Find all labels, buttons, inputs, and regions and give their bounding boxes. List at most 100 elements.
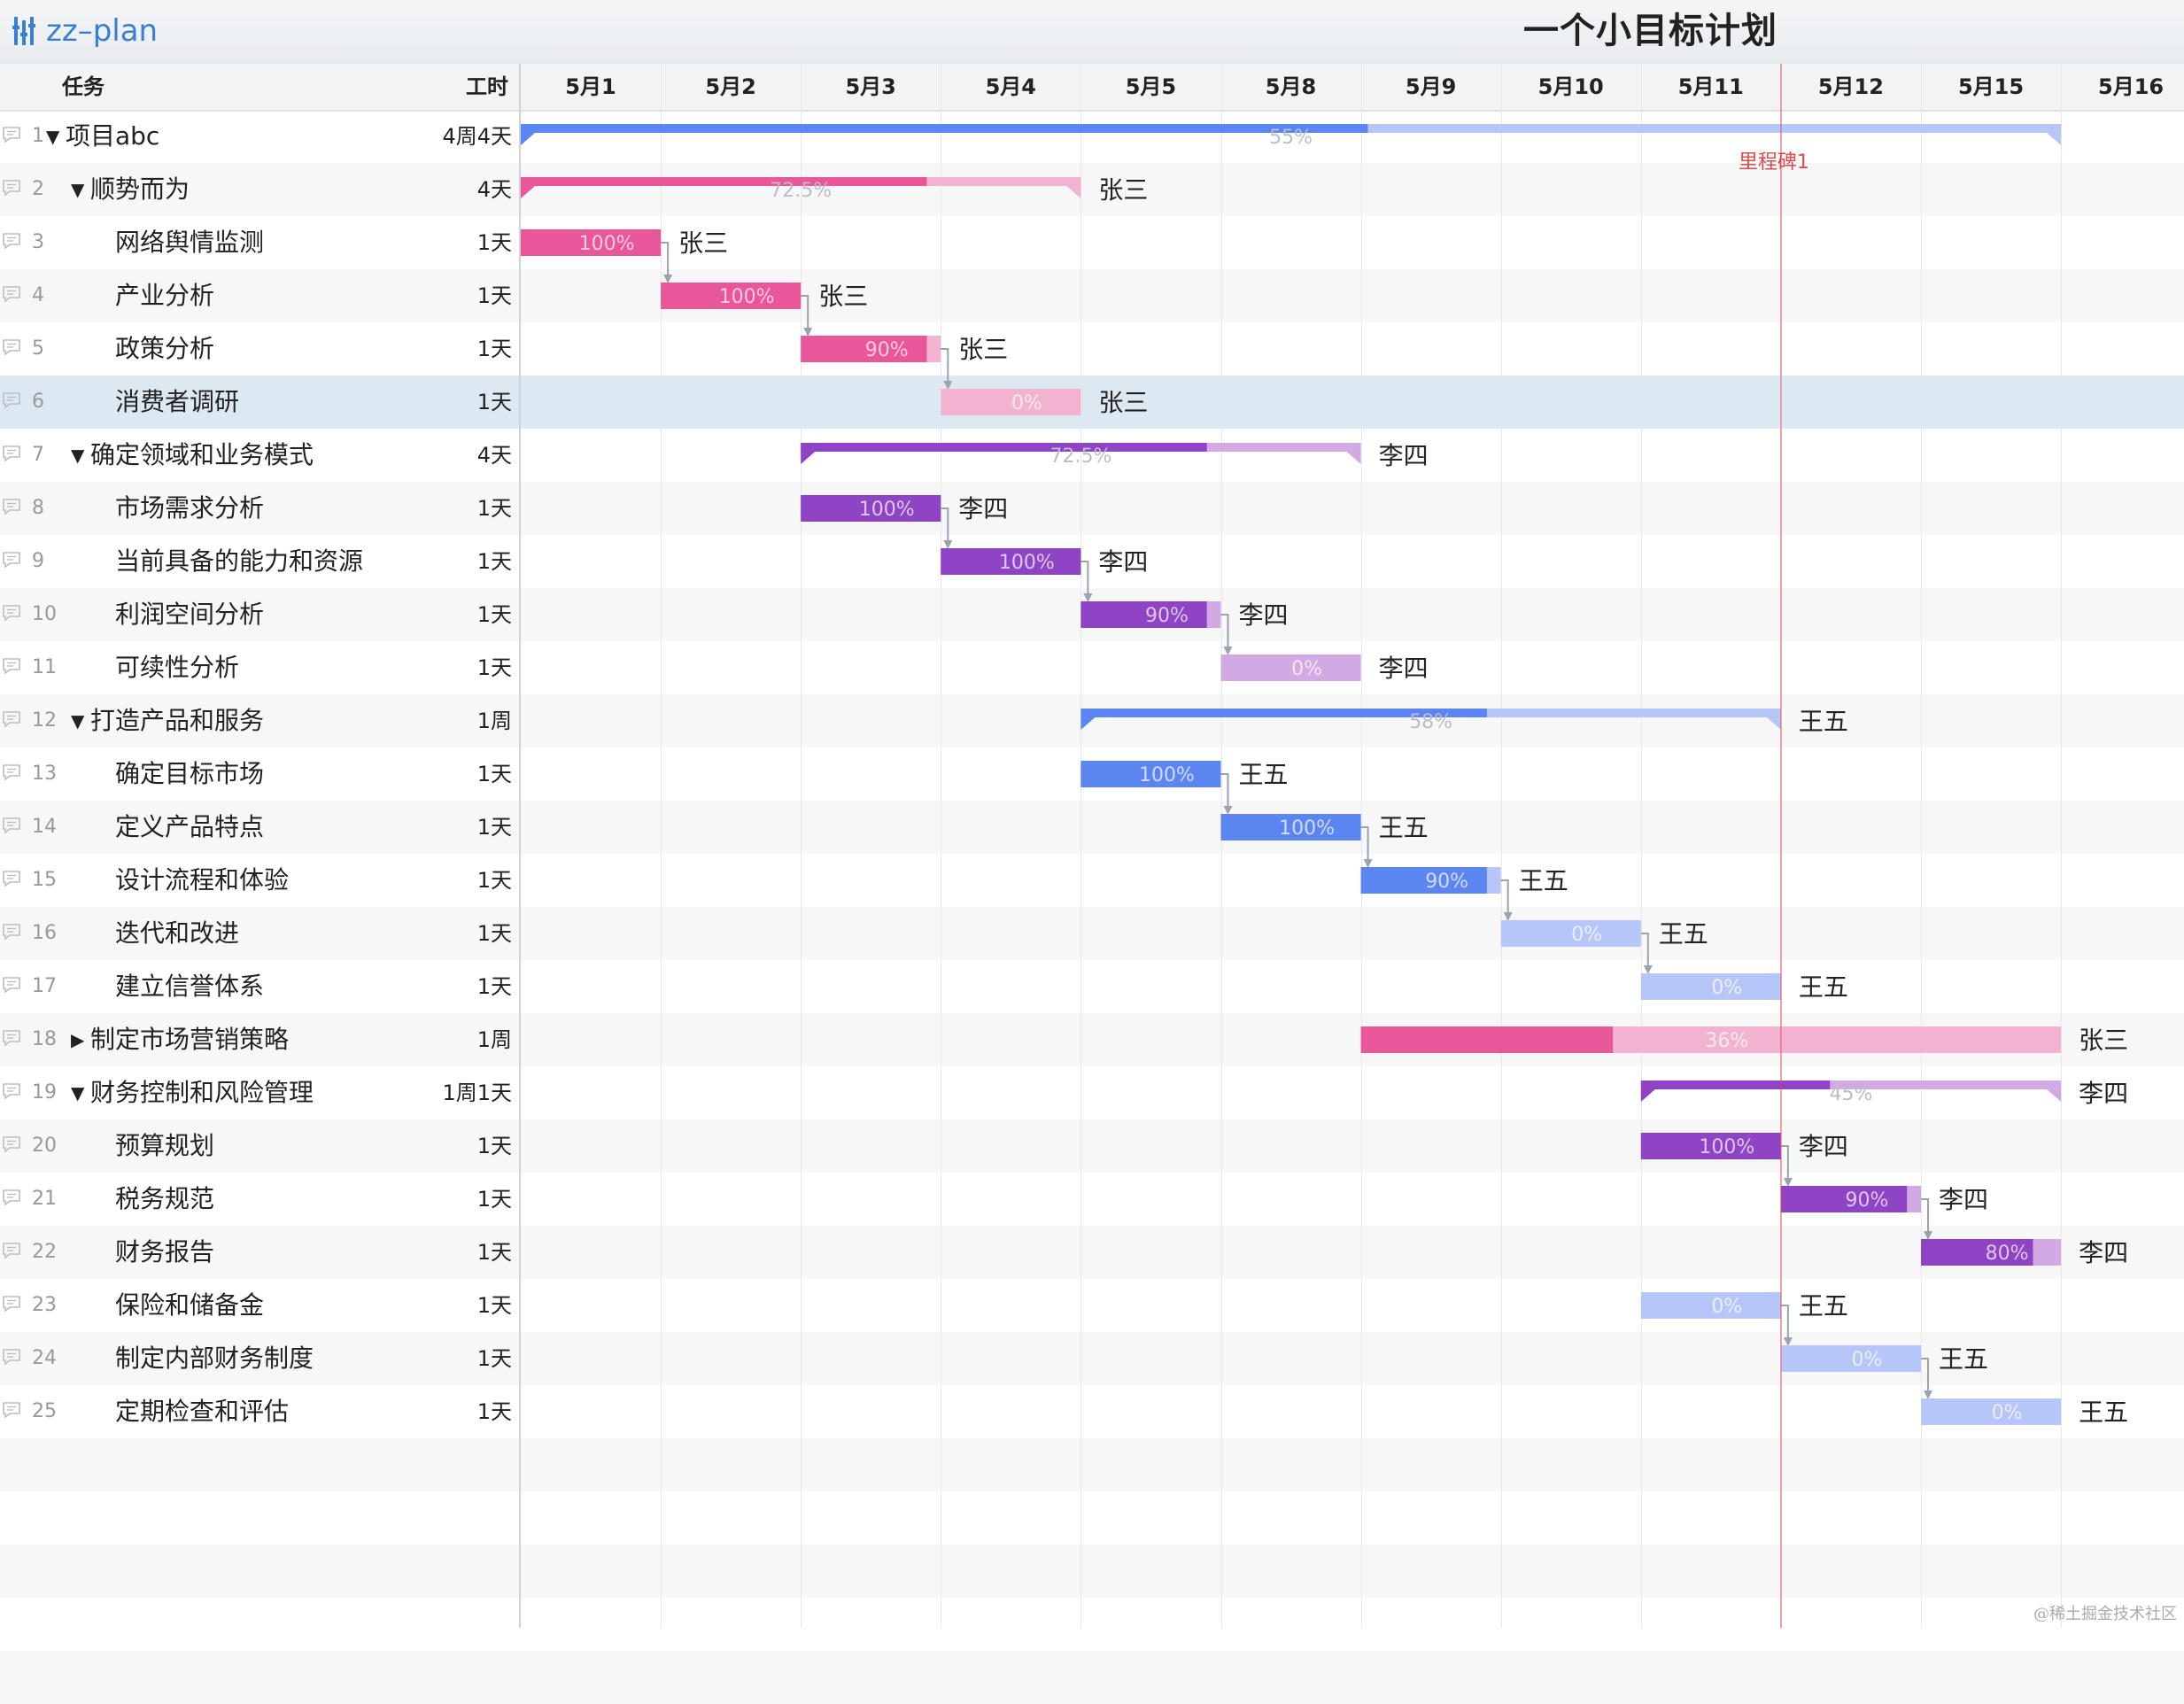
empty-row[interactable] (0, 1438, 2184, 1491)
task-row[interactable]: 22 财务报告 1天 (0, 1226, 2184, 1279)
duration-column-header[interactable]: 工时 (466, 74, 508, 99)
task-bar[interactable] (1640, 973, 1781, 1000)
task-name[interactable]: 财务控制和风险管理 (90, 1078, 314, 1107)
comment-icon[interactable] (2, 498, 21, 515)
comment-icon[interactable] (2, 976, 21, 994)
task-name[interactable]: 制定市场营销策略 (90, 1025, 290, 1054)
assignee-label: 李四 (1939, 1185, 1988, 1214)
task-name[interactable]: 保险和储备金 (115, 1290, 265, 1320)
task-row[interactable]: 9 当前具备的能力和资源 1天 (0, 535, 2184, 588)
task-name[interactable]: 打造产品和服务 (90, 706, 265, 735)
empty-row[interactable] (0, 1651, 2184, 1704)
task-row[interactable]: 14 定义产品特点 1天 (0, 801, 2184, 854)
comment-icon[interactable] (2, 1029, 21, 1047)
task-name[interactable]: 建立信誉体系 (115, 972, 265, 1001)
task-name[interactable]: 税务规范 (115, 1184, 215, 1213)
task-bar[interactable] (1640, 1292, 1781, 1319)
task-name[interactable]: 定期检查和评估 (115, 1397, 290, 1426)
task-row[interactable]: 3 网络舆情监测 1天 (0, 216, 2184, 269)
collapse-arrow-icon[interactable]: ▼ (71, 1082, 85, 1104)
task-name[interactable]: 顺势而为 (90, 174, 190, 204)
comment-icon[interactable] (2, 763, 21, 781)
comment-icon[interactable] (2, 870, 21, 887)
comment-icon[interactable] (2, 817, 21, 834)
summary-bar[interactable] (1640, 1080, 2062, 1089)
comment-icon[interactable] (2, 657, 21, 675)
comment-icon[interactable] (2, 445, 21, 462)
task-row[interactable]: 7 ▼ 确定领域和业务模式 4天 (0, 429, 2184, 482)
task-row[interactable]: 17 建立信誉体系 1天 (0, 960, 2184, 1013)
task-row[interactable]: 11 可续性分析 1天 (0, 641, 2184, 694)
task-name[interactable]: 项目abc (66, 121, 160, 151)
task-name[interactable]: 网络舆情监测 (115, 228, 265, 257)
task-bar[interactable] (941, 389, 1081, 415)
task-progress-label: 100% (719, 286, 775, 308)
task-row[interactable]: 20 预算规划 1天 (0, 1119, 2184, 1173)
comment-icon[interactable] (2, 338, 21, 356)
assignee-label: 李四 (1799, 1132, 1848, 1161)
task-column-header[interactable]: 任务 (62, 74, 105, 99)
task-bar[interactable] (1780, 1345, 1921, 1372)
task-name[interactable]: 制定内部财务制度 (115, 1344, 314, 1373)
comment-icon[interactable] (2, 604, 21, 622)
task-row[interactable]: 6 消费者调研 1天 (0, 376, 2184, 429)
comment-icon[interactable] (2, 179, 21, 197)
task-name[interactable]: 利润空间分析 (115, 600, 265, 629)
pane-divider[interactable] (519, 64, 521, 1628)
assignee-label: 李四 (958, 494, 1008, 523)
comment-icon[interactable] (2, 391, 21, 409)
task-name[interactable]: 预算规划 (115, 1131, 215, 1160)
collapse-arrow-icon[interactable]: ▼ (71, 445, 85, 466)
task-row[interactable]: 16 迭代和改进 1天 (0, 907, 2184, 960)
task-row[interactable]: 15 设计流程和体验 1天 (0, 854, 2184, 907)
comment-icon[interactable] (2, 551, 21, 569)
task-row[interactable]: 1 ▼ 项目abc 4周4天 (0, 110, 2184, 163)
collapse-arrow-icon[interactable]: ▼ (71, 179, 85, 200)
collapse-arrow-icon[interactable]: ▼ (71, 710, 85, 732)
task-bar[interactable] (1220, 654, 1361, 681)
comment-icon[interactable] (2, 1295, 21, 1313)
comment-icon[interactable] (2, 1135, 21, 1153)
task-name[interactable]: 可续性分析 (115, 653, 240, 682)
task-row[interactable]: 25 定期检查和评估 1天 (0, 1385, 2184, 1438)
comment-icon[interactable] (2, 232, 21, 250)
task-row[interactable]: 12 ▼ 打造产品和服务 1周 (0, 694, 2184, 747)
task-row[interactable]: 5 政策分析 1天 (0, 322, 2184, 376)
task-row[interactable]: 19 ▼ 财务控制和风险管理 1周1天 (0, 1066, 2184, 1119)
collapse-arrow-icon[interactable]: ▼ (46, 126, 60, 147)
comment-icon[interactable] (2, 126, 21, 143)
comment-icon[interactable] (2, 1189, 21, 1206)
comment-icon[interactable] (2, 1401, 21, 1419)
task-name[interactable]: 确定目标市场 (115, 759, 265, 788)
task-name[interactable]: 政策分析 (115, 334, 215, 363)
task-row[interactable]: 23 保险和储备金 1天 (0, 1279, 2184, 1332)
comment-icon[interactable] (2, 1242, 21, 1259)
comment-icon[interactable] (2, 1348, 21, 1366)
task-bar[interactable] (1921, 1398, 2062, 1425)
comment-icon[interactable] (2, 1082, 21, 1100)
task-row[interactable]: 21 税务规范 1天 (0, 1173, 2184, 1226)
task-name[interactable]: 迭代和改进 (115, 918, 240, 948)
task-row[interactable]: 4 产业分析 1天 (0, 269, 2184, 322)
comment-icon[interactable] (2, 923, 21, 941)
task-name[interactable]: 确定领域和业务模式 (90, 440, 314, 469)
task-name[interactable]: 产业分析 (115, 281, 215, 310)
task-name[interactable]: 市场需求分析 (115, 493, 265, 523)
task-bar[interactable] (1500, 920, 1641, 947)
task-row[interactable]: 2 ▼ 顺势而为 4天 (0, 163, 2184, 216)
app-logo[interactable]: zz–plan (12, 11, 158, 51)
task-duration: 1天 (476, 1240, 512, 1265)
task-name[interactable]: 当前具备的能力和资源 (115, 546, 364, 576)
task-name[interactable]: 消费者调研 (115, 387, 240, 416)
task-row[interactable]: 13 确定目标市场 1天 (0, 747, 2184, 801)
task-row[interactable]: 8 市场需求分析 1天 (0, 482, 2184, 535)
empty-row[interactable] (0, 1545, 2184, 1598)
comment-icon[interactable] (2, 285, 21, 303)
task-name[interactable]: 设计流程和体验 (115, 865, 290, 895)
task-name[interactable]: 定义产品特点 (115, 812, 265, 841)
task-name[interactable]: 财务报告 (115, 1237, 215, 1266)
row-number: 25 (32, 1400, 57, 1422)
task-duration: 1天 (476, 815, 512, 840)
comment-icon[interactable] (2, 710, 21, 728)
expand-arrow-icon[interactable]: ▶ (71, 1029, 85, 1050)
